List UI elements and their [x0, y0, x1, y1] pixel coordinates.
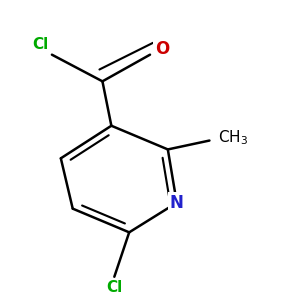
Text: CH$_3$: CH$_3$ [218, 128, 248, 147]
Text: N: N [170, 194, 184, 212]
Text: Cl: Cl [106, 280, 122, 295]
Text: Cl: Cl [33, 37, 49, 52]
Text: O: O [155, 40, 169, 58]
